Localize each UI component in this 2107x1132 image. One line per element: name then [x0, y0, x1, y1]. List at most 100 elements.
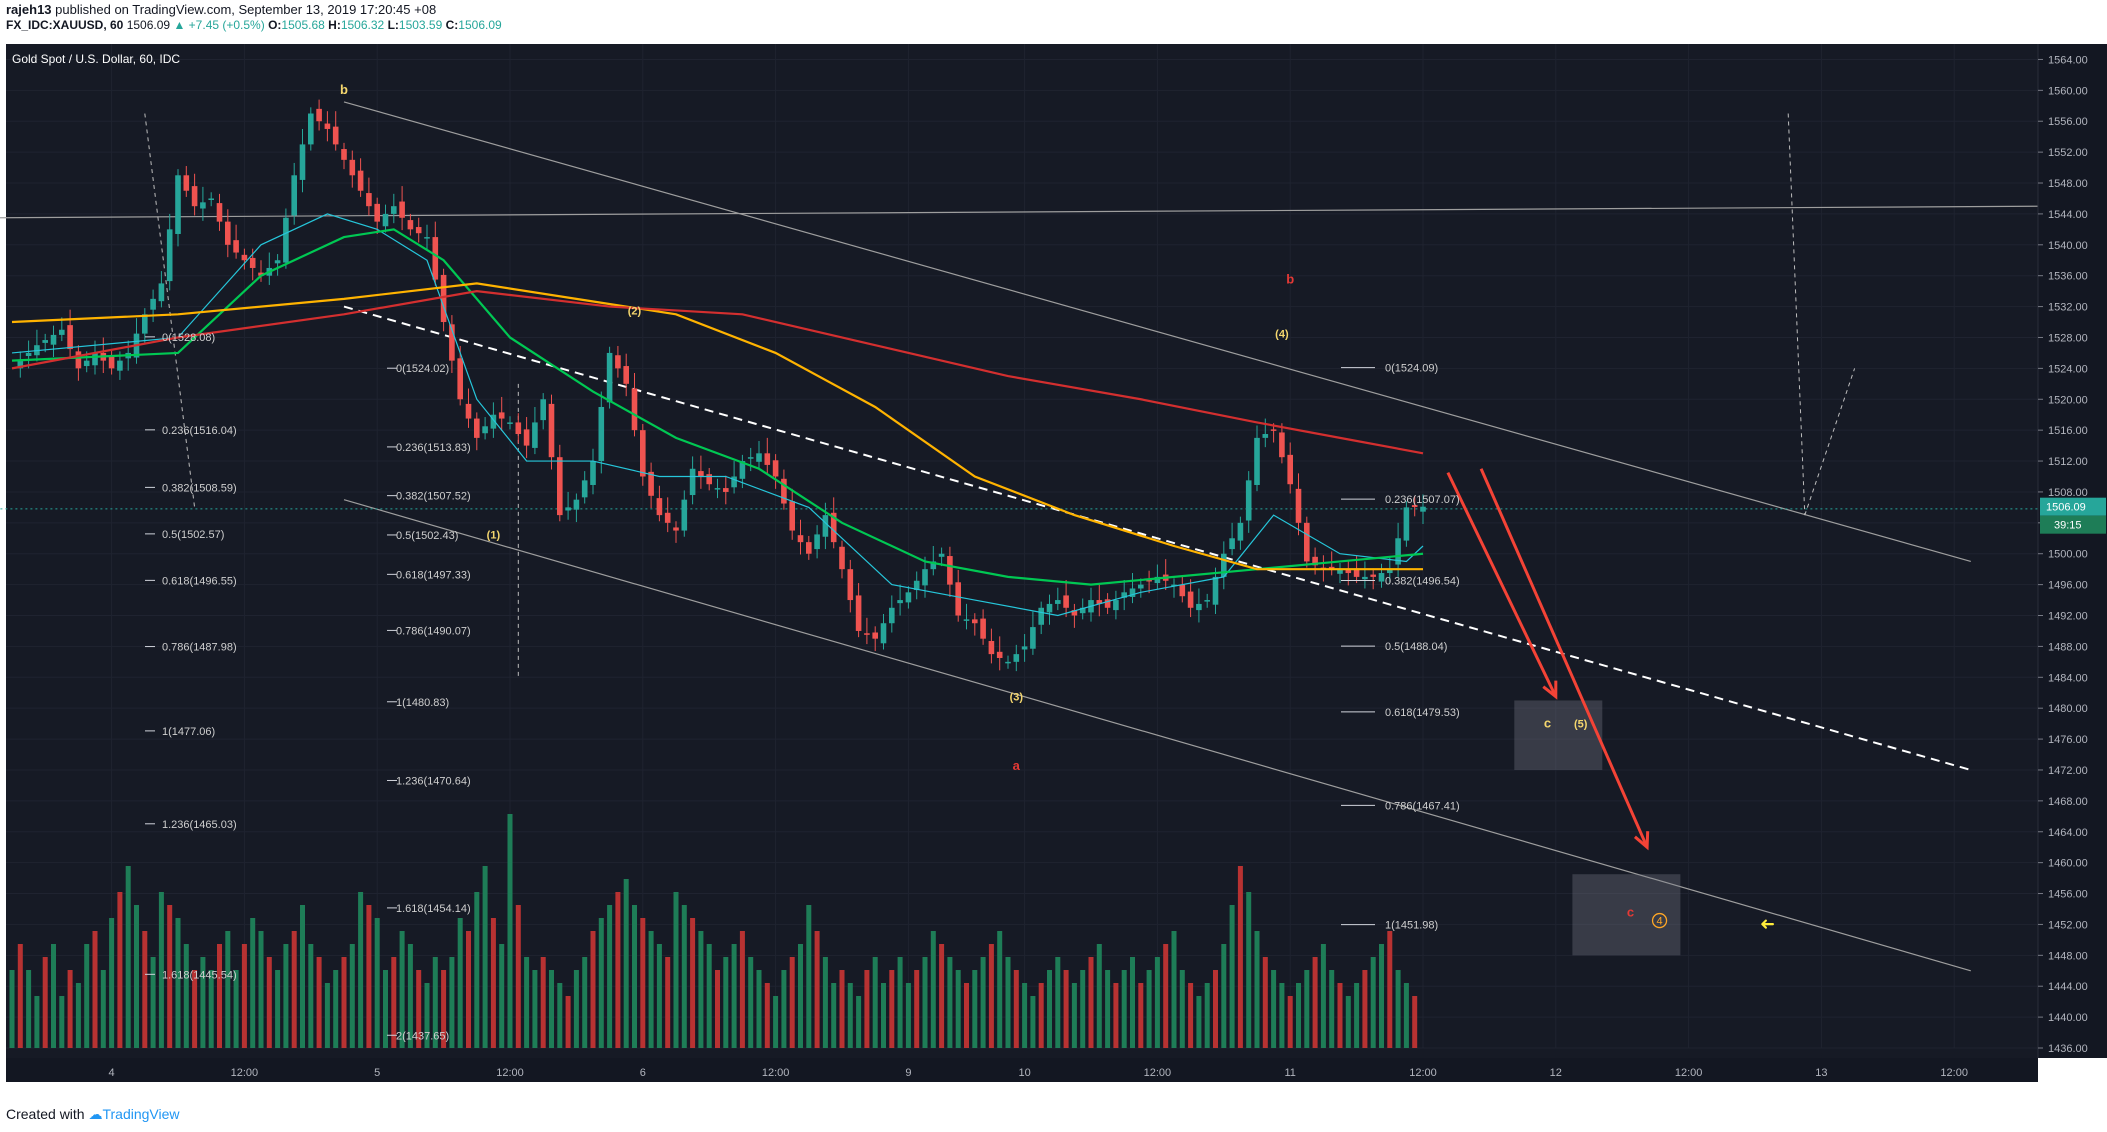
time-axis[interactable]: 4 12:00 5 12:00 6 12:00 9 10 12:00 11 12:00 12 12:00…: [6, 1058, 2038, 1082]
volume-bar: [499, 944, 505, 1048]
volume-bar: [1130, 957, 1135, 1048]
candle-down: [341, 149, 347, 160]
volume-bar: [1038, 983, 1044, 1048]
candle-down: [847, 569, 854, 601]
candle-down: [1312, 556, 1318, 566]
price-axis[interactable]: 1436.00 1440.00 1444.00 1448.00 1452.00 1456.…: [2037, 44, 2107, 1058]
time-tick-label: 12:00: [1409, 1067, 1437, 1079]
volume-bar: [889, 970, 895, 1048]
candle-down: [1179, 584, 1186, 597]
candle-down: [108, 356, 115, 369]
high-value: 1506.32: [340, 18, 385, 32]
volume-bar: [723, 957, 729, 1048]
candle-up: [739, 461, 746, 479]
time-tick-label: 11: [1284, 1067, 1295, 1079]
projection-arrow: [1446, 471, 1558, 698]
volume-bar: [432, 957, 438, 1048]
candle-up: [905, 592, 912, 603]
volume-bar: [225, 931, 231, 1048]
candle-up: [822, 515, 829, 537]
candle-up: [1055, 600, 1061, 604]
volume-bar: [1204, 983, 1210, 1048]
tradingview-brand[interactable]: TradingView: [102, 1106, 180, 1122]
price-chart[interactable]: ➜ 0(1528.08) 0.236(1516.04) 0.382(1508.59)…: [0, 44, 2107, 1096]
wave-label: 4: [1656, 916, 1662, 928]
volume-bar: [798, 944, 803, 1048]
publisher-name[interactable]: rajeh13: [6, 2, 52, 17]
fib-level-label: 0(1524.02): [396, 363, 449, 375]
candle-down: [523, 429, 530, 446]
candle-up: [490, 414, 497, 429]
candle-down: [664, 512, 671, 523]
candle-down: [988, 640, 995, 655]
volume-bar: [441, 970, 447, 1048]
volume-bar: [656, 944, 662, 1048]
candle-down: [723, 488, 729, 492]
time-tick-label: 12:00: [1144, 1067, 1172, 1079]
price-tick-label: 1448.00: [2048, 950, 2088, 962]
candle-down: [673, 527, 679, 531]
wave-label: a: [1013, 758, 1021, 773]
volume-bar: [690, 918, 696, 1048]
volume-bar: [1022, 983, 1028, 1048]
volume-bar: [623, 879, 629, 1048]
volume-bar: [1304, 970, 1310, 1048]
time-tick-label: 12: [1550, 1067, 1562, 1079]
volume-bar: [598, 918, 604, 1048]
volume-bar: [914, 970, 920, 1048]
volume-bar: [806, 905, 812, 1048]
volume-bar: [1163, 944, 1169, 1048]
publisher-line: rajeh13 published on TradingView.com, Se…: [6, 2, 436, 17]
candle-up: [150, 298, 156, 310]
candle-down: [615, 355, 621, 369]
volume-bar: [922, 957, 928, 1048]
candle-up: [889, 607, 895, 624]
candle-down: [1187, 591, 1194, 608]
volume-bar: [980, 957, 986, 1048]
volume-bar: [449, 957, 455, 1048]
target-arrow-icon: ➜: [1760, 913, 1775, 934]
price-tick-label: 1540.00: [2048, 240, 2088, 252]
time-tick-label: 13: [1815, 1067, 1827, 1079]
volume-bar: [997, 931, 1003, 1048]
fib-level-label: 0.786(1487.98): [162, 642, 237, 654]
volume-bar: [872, 957, 878, 1048]
published-text: published on TradingView.com, September …: [55, 2, 437, 17]
volume-bar: [565, 996, 571, 1048]
candle-down: [241, 254, 248, 261]
time-tick-label: 6: [640, 1067, 646, 1079]
candle-down: [855, 595, 862, 631]
candle-up: [17, 360, 24, 369]
volume-bar: [1279, 983, 1285, 1048]
volume-bar: [358, 892, 364, 1048]
candle-down: [399, 201, 405, 218]
candle-down: [797, 535, 804, 543]
wave-dashed-line: [1787, 113, 1806, 516]
candle-up: [590, 461, 596, 485]
fib-level-label: 0.5(1488.04): [1385, 641, 1447, 653]
candle-up: [1030, 627, 1036, 649]
price-tick-label: 1552.00: [2048, 147, 2088, 159]
horizontal-resistance-line: [0, 205, 2046, 219]
volume-bar: [1121, 970, 1127, 1048]
fib-level-label: 0.786(1490.07): [396, 625, 471, 637]
volume-bar: [1229, 905, 1235, 1048]
volume-bar: [308, 944, 314, 1048]
volume-bar: [831, 983, 837, 1048]
volume-bar: [532, 970, 538, 1048]
candle-up: [756, 453, 762, 462]
volume-bar: [208, 970, 214, 1048]
volume-bar: [1146, 970, 1152, 1048]
countdown-badge-text: 39:15: [2054, 520, 2082, 532]
candle-up: [681, 499, 688, 531]
last-price: 1506.09: [126, 18, 171, 32]
fib-level-label: 1.236(1470.64): [396, 775, 471, 787]
fib-level-label: 1(1477.06): [162, 726, 215, 738]
candle-down: [357, 170, 364, 191]
candle-down: [449, 324, 455, 361]
price-tick-label: 1496.00: [2048, 580, 2088, 592]
price-tick-label: 1476.00: [2048, 734, 2088, 746]
candle-up: [581, 480, 588, 498]
symbol-name[interactable]: FX_IDC:XAUUSD, 60: [6, 18, 124, 32]
volume-bar: [615, 892, 621, 1048]
